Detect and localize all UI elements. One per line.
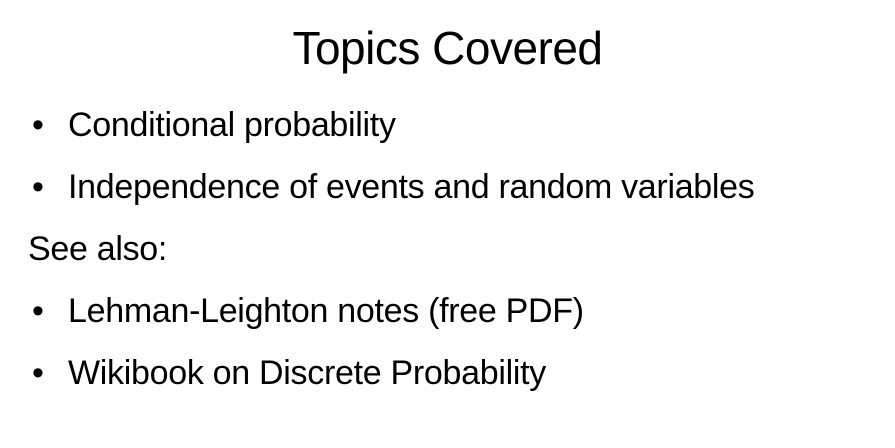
topic-text: Independence of events and random variab… [68, 168, 755, 206]
bullet-icon: • [32, 106, 44, 144]
see-also-label: See also: [28, 230, 168, 268]
references-list: • Lehman-Leighton notes (free PDF) • Wik… [28, 292, 888, 392]
reference-text: Lehman-Leighton notes (free PDF) [68, 292, 584, 330]
topic-item: • Independence of events and random vari… [28, 168, 888, 206]
bullet-icon: • [32, 292, 44, 330]
topic-text: Conditional probability [68, 106, 396, 144]
topics-list: • Conditional probability • Independence… [28, 106, 888, 206]
slide-title: Topics Covered [292, 22, 603, 74]
bullet-icon: • [32, 354, 44, 392]
bullet-icon: • [32, 168, 44, 206]
slide-content: • Conditional probability • Independence… [28, 106, 888, 416]
reference-item: • Wikibook on Discrete Probability [28, 354, 888, 392]
topic-item: • Conditional probability [28, 106, 888, 144]
reference-text: Wikibook on Discrete Probability [68, 354, 546, 392]
reference-item: • Lehman-Leighton notes (free PDF) [28, 292, 888, 330]
